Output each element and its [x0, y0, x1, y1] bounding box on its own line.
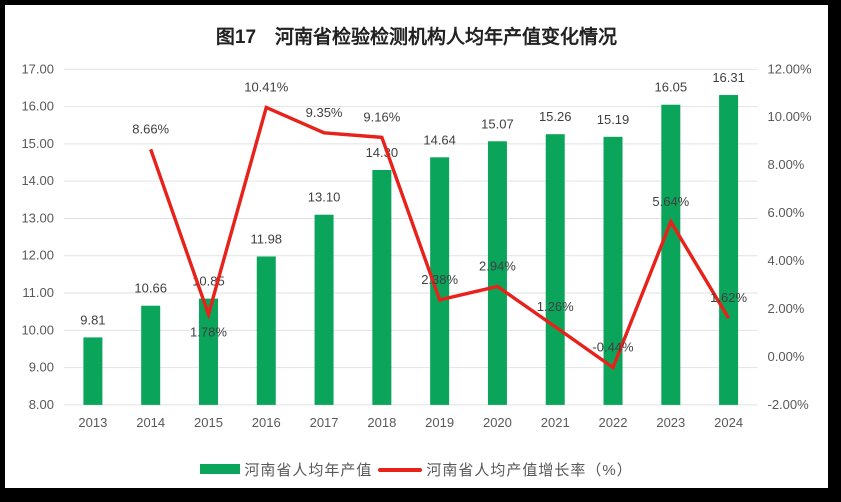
- svg-text:8.00%: 8.00%: [768, 157, 805, 172]
- svg-text:16.00: 16.00: [21, 99, 54, 114]
- svg-text:2020: 2020: [483, 415, 512, 430]
- svg-text:2021: 2021: [541, 415, 570, 430]
- svg-text:16.05: 16.05: [655, 80, 688, 95]
- svg-text:2017: 2017: [310, 415, 339, 430]
- svg-text:2.38%: 2.38%: [421, 272, 458, 287]
- svg-text:0.00%: 0.00%: [768, 349, 805, 364]
- svg-text:15.19: 15.19: [597, 112, 630, 127]
- svg-text:10.00%: 10.00%: [768, 109, 813, 124]
- svg-text:-2.00%: -2.00%: [768, 397, 810, 412]
- svg-text:10.00: 10.00: [21, 322, 54, 337]
- svg-text:2019: 2019: [425, 415, 454, 430]
- svg-text:8.66%: 8.66%: [132, 121, 169, 136]
- svg-text:10.41%: 10.41%: [244, 79, 289, 94]
- svg-text:13.10: 13.10: [308, 190, 341, 205]
- svg-text:1.78%: 1.78%: [190, 324, 227, 339]
- svg-text:17.00: 17.00: [21, 61, 54, 76]
- svg-text:2014: 2014: [136, 415, 165, 430]
- svg-text:9.81: 9.81: [80, 312, 105, 327]
- svg-text:9.16%: 9.16%: [363, 109, 400, 124]
- svg-text:12.00%: 12.00%: [768, 61, 813, 76]
- svg-text:16.31: 16.31: [712, 70, 745, 85]
- svg-text:11.00: 11.00: [22, 285, 54, 300]
- svg-text:1.62%: 1.62%: [710, 290, 747, 305]
- svg-text:2024: 2024: [714, 415, 743, 430]
- svg-text:14.64: 14.64: [423, 132, 456, 147]
- svg-text:11.98: 11.98: [250, 231, 282, 246]
- svg-text:15.26: 15.26: [539, 109, 572, 124]
- svg-text:15.00: 15.00: [21, 136, 54, 151]
- svg-text:1.26%: 1.26%: [537, 299, 574, 314]
- svg-text:9.00: 9.00: [29, 360, 54, 375]
- svg-text:9.35%: 9.35%: [306, 105, 343, 120]
- svg-text:8.00: 8.00: [29, 397, 54, 412]
- svg-text:5.64%: 5.64%: [652, 194, 689, 209]
- svg-text:12.00: 12.00: [21, 248, 54, 263]
- svg-text:2015: 2015: [194, 415, 223, 430]
- svg-text:4.00%: 4.00%: [768, 253, 805, 268]
- svg-text:14.30: 14.30: [366, 145, 399, 160]
- svg-text:2.00%: 2.00%: [768, 301, 805, 316]
- svg-text:-0.44%: -0.44%: [592, 340, 634, 355]
- svg-text:2023: 2023: [656, 415, 685, 430]
- svg-text:13.00: 13.00: [21, 210, 54, 225]
- svg-text:10.66: 10.66: [134, 281, 167, 296]
- svg-text:14.00: 14.00: [21, 173, 54, 188]
- svg-text:6.00%: 6.00%: [768, 205, 805, 220]
- svg-text:2022: 2022: [599, 415, 628, 430]
- svg-text:15.07: 15.07: [481, 116, 514, 131]
- svg-text:2016: 2016: [252, 415, 281, 430]
- svg-text:2013: 2013: [78, 415, 107, 430]
- svg-text:2018: 2018: [367, 415, 396, 430]
- svg-text:2.94%: 2.94%: [479, 258, 516, 273]
